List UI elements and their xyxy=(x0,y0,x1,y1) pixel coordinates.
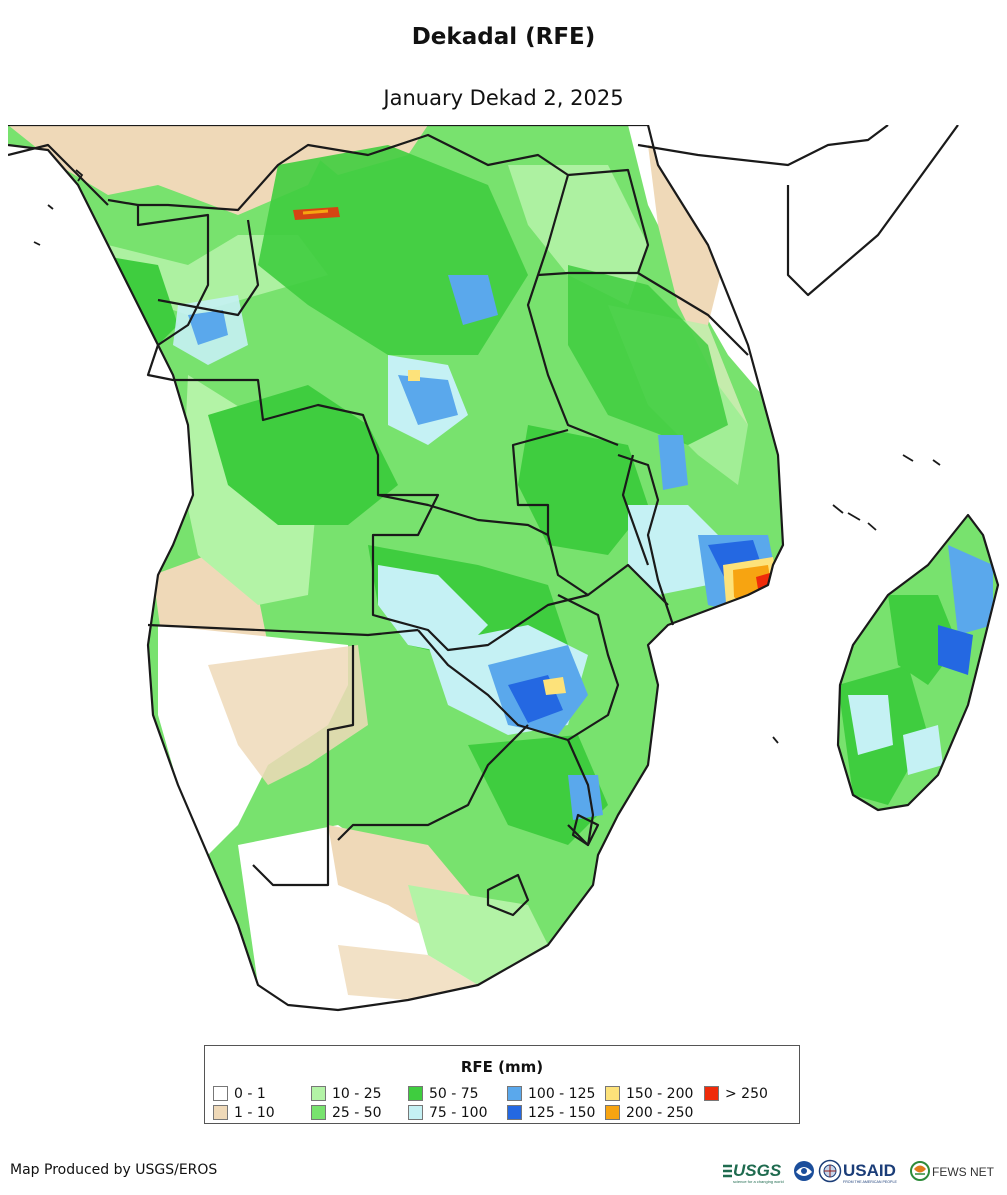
svg-text:FROM THE AMERICAN PEOPLE: FROM THE AMERICAN PEOPLE xyxy=(843,1180,897,1184)
map-subtitle: January Dekad 2, 2025 xyxy=(383,86,624,110)
partner-logos: USGS science for a changing world USAID … xyxy=(723,1159,995,1184)
legend-swatch xyxy=(408,1086,423,1101)
legend-swatch xyxy=(507,1105,522,1120)
legend-swatch xyxy=(408,1105,423,1120)
legend-item: 50 - 75 xyxy=(408,1086,479,1102)
legend-item: > 250 xyxy=(704,1086,768,1102)
legend-swatch xyxy=(605,1105,620,1120)
legend-item: 0 - 1 xyxy=(213,1086,266,1102)
legend-item: 25 - 50 xyxy=(311,1105,382,1121)
legend-item: 75 - 100 xyxy=(408,1105,488,1121)
legend-item: 10 - 25 xyxy=(311,1086,382,1102)
legend-swatch xyxy=(311,1105,326,1120)
fewsnet-logo: FEWS NET xyxy=(910,1161,995,1181)
islands xyxy=(33,169,941,744)
legend-swatch xyxy=(213,1086,228,1101)
legend-item: 100 - 125 xyxy=(507,1086,595,1102)
legend-title: RFE (mm) xyxy=(460,1058,544,1076)
svg-text:USAID: USAID xyxy=(843,1161,896,1180)
legend-swatch xyxy=(213,1105,228,1120)
map-title: Dekadal (RFE) xyxy=(411,24,596,50)
legend-swatch xyxy=(311,1086,326,1101)
usgs-logo: USGS science for a changing world xyxy=(723,1161,784,1184)
legend-item: 125 - 150 xyxy=(507,1105,595,1121)
svg-text:FEWS NET: FEWS NET xyxy=(932,1165,995,1179)
legend-swatch xyxy=(704,1086,719,1101)
legend: RFE (mm) 0 - 1 1 - 10 10 - 25 25 - 50 50… xyxy=(204,1045,800,1124)
usaid-logo: USAID FROM THE AMERICAN PEOPLE xyxy=(843,1161,897,1184)
svg-text:USGS: USGS xyxy=(733,1161,782,1180)
svg-text:science for a changing world: science for a changing world xyxy=(733,1179,784,1184)
country-borders xyxy=(8,125,1000,1012)
agency-seal-icon xyxy=(818,1159,842,1183)
legend-item: 150 - 200 xyxy=(605,1086,693,1102)
legend-swatch xyxy=(507,1086,522,1101)
map-credit: Map Produced by USGS/EROS xyxy=(10,1162,218,1178)
rainfall-map xyxy=(8,125,1000,1030)
legend-swatch xyxy=(605,1086,620,1101)
legend-item: 1 - 10 xyxy=(213,1105,275,1121)
legend-item: 200 - 250 xyxy=(605,1105,693,1121)
noaa-logo-icon xyxy=(794,1161,814,1181)
